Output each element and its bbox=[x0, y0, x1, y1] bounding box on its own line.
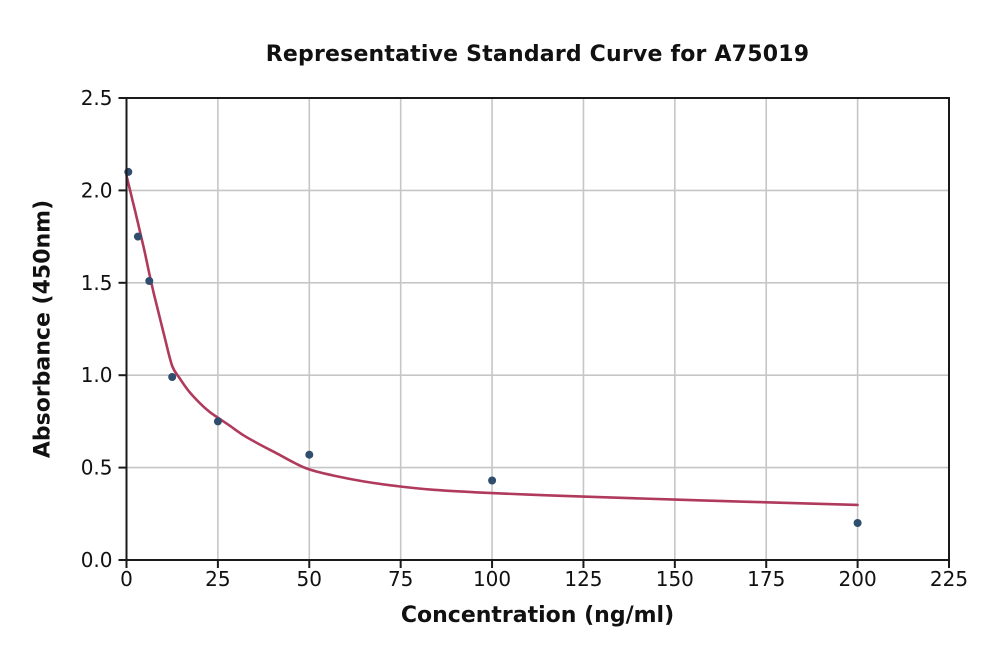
x-tick-label: 75 bbox=[388, 567, 413, 591]
x-tick-label: 125 bbox=[564, 567, 602, 591]
data-point bbox=[145, 277, 154, 285]
plot-frame bbox=[125, 97, 950, 561]
data-point bbox=[213, 417, 222, 426]
data-point bbox=[853, 519, 862, 527]
data-point bbox=[168, 373, 177, 381]
y-tick-label: 0.5 bbox=[81, 456, 113, 480]
chart-title: Representative Standard Curve for A75019 bbox=[265, 42, 810, 67]
y-tick-label: 1.0 bbox=[81, 363, 113, 387]
axis-ticks: 0 25 50 75 100 125 150 175 200 225 0.0 0.5 1.0 1.5 2.0… bbox=[81, 86, 968, 591]
x-tick-label: 25 bbox=[205, 567, 230, 591]
x-tick-label: 150 bbox=[656, 567, 694, 591]
x-tick-label: 50 bbox=[297, 567, 322, 591]
y-tick-label: 2.5 bbox=[81, 86, 113, 110]
x-tick-label: 225 bbox=[930, 567, 968, 591]
x-tick-label: 200 bbox=[839, 567, 877, 591]
y-axis-label: Absorbance (450nm) bbox=[30, 199, 56, 459]
y-tick-label: 0.0 bbox=[81, 548, 113, 572]
x-axis-label: Concentration (ng/ml) bbox=[400, 603, 675, 628]
gridlines bbox=[126, 98, 949, 560]
x-tick-label: 100 bbox=[473, 567, 511, 591]
x-tick-label: 0 bbox=[120, 567, 133, 591]
data-point bbox=[133, 232, 142, 241]
y-tick-label: 1.5 bbox=[81, 271, 113, 295]
x-tick-label: 175 bbox=[747, 567, 785, 591]
data-point bbox=[488, 476, 497, 485]
y-tick-label: 2.0 bbox=[81, 178, 113, 202]
data-points bbox=[124, 167, 862, 527]
data-point bbox=[305, 450, 314, 459]
